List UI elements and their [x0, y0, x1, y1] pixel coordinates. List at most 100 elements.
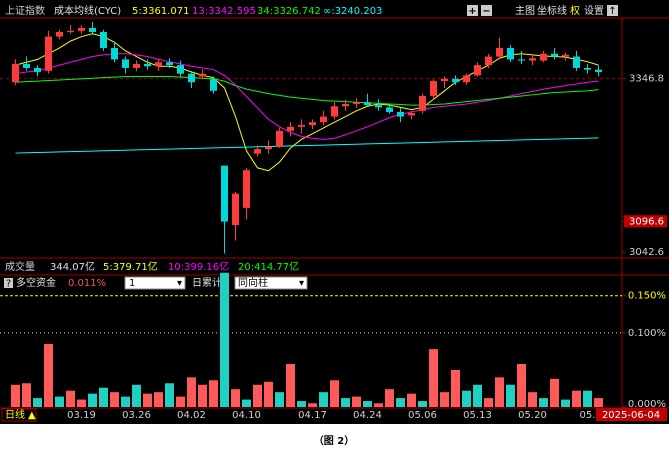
bar — [187, 377, 196, 407]
y-tick-label: 0.100% — [628, 328, 666, 339]
candle-body — [177, 65, 184, 74]
bar — [572, 390, 581, 407]
mode-label: 日累计 — [192, 276, 222, 289]
candle-body — [595, 69, 602, 72]
bar — [110, 392, 119, 407]
bar — [506, 384, 515, 407]
y-tick-label: 3042.6 — [629, 247, 664, 258]
x-tick-label: 04.24 — [353, 410, 382, 421]
bar — [220, 272, 229, 407]
candle-body — [56, 31, 63, 37]
candle-body — [408, 113, 415, 116]
bar — [22, 383, 31, 407]
candle-body — [331, 106, 338, 117]
x-tick-label: 05.20 — [518, 410, 547, 421]
bar — [561, 399, 570, 407]
candle-body — [551, 53, 558, 57]
candle-body — [474, 65, 481, 76]
candle-body — [507, 47, 514, 60]
main-chart-btn[interactable]: 主图 — [515, 5, 535, 17]
bar — [539, 398, 548, 407]
select-style[interactable] — [234, 276, 308, 290]
candle-body — [287, 126, 294, 131]
settings-btn[interactable]: 设置 — [584, 5, 604, 17]
candle-body — [529, 58, 536, 61]
candle-body — [199, 73, 206, 77]
candle-body — [155, 62, 162, 67]
bar — [275, 392, 284, 407]
candle-body — [309, 122, 316, 126]
candle-body — [210, 78, 217, 91]
candle-body — [430, 81, 437, 96]
bar — [385, 389, 394, 407]
candle-body — [419, 95, 426, 111]
x-tick-label: 04.17 — [298, 410, 327, 421]
ma-line — [15, 137, 599, 154]
coord-btn[interactable]: 坐标线 — [537, 4, 567, 17]
indicator-title: 多空资金 — [16, 276, 56, 289]
bar — [308, 403, 317, 407]
collapse-btn[interactable] — [607, 5, 618, 16]
cursor-date-box — [596, 408, 667, 421]
candle-body — [573, 56, 580, 68]
candle-body — [100, 31, 107, 48]
volume-ma10: 10:399.16亿 — [168, 260, 229, 273]
select-style-value: 同向柱 — [238, 276, 268, 289]
bar — [429, 349, 438, 407]
candle-body — [485, 56, 492, 66]
candle-body — [45, 36, 52, 71]
bar — [176, 396, 185, 407]
select-period[interactable] — [124, 276, 186, 290]
zoom-out[interactable] — [481, 5, 492, 16]
bar — [550, 378, 559, 407]
bar — [231, 389, 240, 407]
bar — [165, 383, 174, 407]
x-tick-label: 03.26 — [122, 410, 151, 421]
candle-body — [221, 165, 228, 222]
bar — [528, 392, 537, 407]
ma-legend: 34:3326.742 — [257, 6, 321, 17]
ma-legend: 5:3361.071 — [132, 6, 189, 17]
zoom-in[interactable] — [467, 5, 478, 16]
bar — [88, 393, 97, 407]
y-tick-label: 0.150% — [628, 291, 666, 302]
candle-body — [243, 170, 250, 208]
bar — [495, 377, 504, 407]
price-box — [624, 215, 667, 228]
indicator-name: 成本均线(CYC) — [54, 4, 121, 17]
bar — [33, 398, 42, 407]
bar — [297, 401, 306, 407]
candle-body — [34, 67, 41, 72]
candle-body — [232, 193, 239, 226]
help-btn[interactable] — [4, 278, 13, 288]
x-tick-label: 03.19 — [67, 410, 96, 421]
bar — [99, 387, 108, 407]
bar — [396, 398, 405, 407]
zoom-in-icon: + — [468, 6, 476, 17]
rights-btn[interactable]: 权 — [570, 4, 580, 17]
bar — [209, 380, 218, 407]
ma-legend: 13:3342.595 — [192, 6, 256, 17]
bar — [330, 380, 339, 407]
candle-body — [584, 67, 591, 70]
candle-body — [386, 107, 393, 112]
caption: （图 2） — [314, 434, 354, 447]
bar — [253, 384, 262, 407]
volume-ma5: 5:379.71亿 — [103, 260, 158, 273]
cursor-date: 2025-06-04 — [602, 410, 660, 421]
candle-body — [298, 125, 305, 127]
y-tick-label: 3346.8 — [629, 73, 664, 84]
select-period-value: 1 — [129, 278, 135, 289]
dropdown-arrow: ▾ — [177, 278, 182, 289]
x-tick-label: 04.02 — [177, 410, 206, 421]
candle-body — [12, 63, 19, 83]
candle-body — [166, 62, 173, 66]
x-tick-label: 05. — [580, 410, 596, 421]
candle-body — [441, 78, 448, 82]
bar — [77, 399, 86, 407]
candle-body — [23, 63, 30, 68]
bar — [242, 399, 251, 407]
bar — [517, 363, 526, 407]
bar — [363, 401, 372, 407]
period-tab[interactable] — [1, 408, 37, 422]
